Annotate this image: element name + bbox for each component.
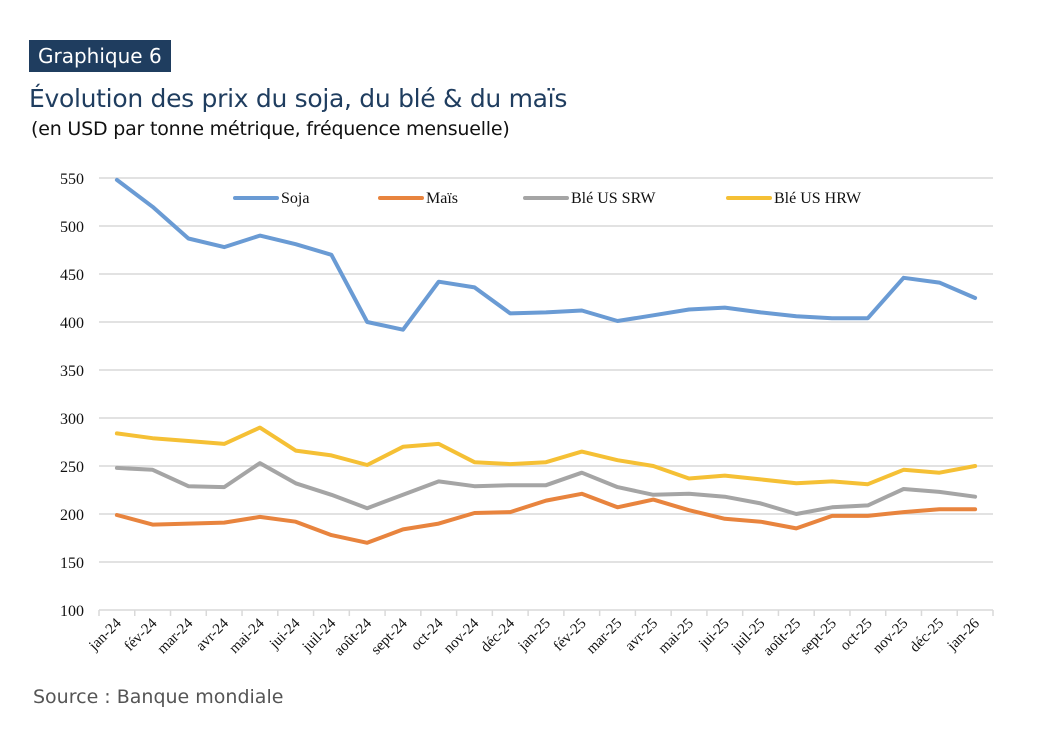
series-line-bl-us-srw [114, 461, 978, 516]
x-tick-label: avr-25 [622, 616, 661, 655]
y-tick-label: 150 [60, 555, 84, 572]
source-note: Source : Banque mondiale [33, 686, 284, 708]
legend-label: Maïs [426, 190, 458, 207]
x-tick-label: fév-24 [121, 615, 160, 654]
y-tick-label: 250 [60, 459, 84, 476]
y-axis-ticks: 100 150 200 250 300 350 400 450 500 550 [60, 171, 84, 620]
x-tick-label: fév-25 [551, 616, 590, 655]
chart-number-badge: Graphique 6 [29, 40, 171, 72]
series-line-ma-s [114, 491, 978, 545]
x-tick-label: nov-24 [441, 615, 483, 657]
x-tick-label: oct-24 [408, 615, 447, 654]
legend-label: Blé US HRW [774, 190, 862, 207]
x-tick-label: sept-24 [368, 615, 411, 658]
x-tick-label: déc-24 [478, 615, 519, 656]
y-tick-label: 300 [60, 411, 84, 428]
x-tick-label: avr-24 [193, 615, 232, 654]
y-tick-label: 500 [60, 219, 84, 236]
x-tick-label: jan-26 [944, 615, 983, 654]
chart-title: Évolution des prix du soja, du blé & du … [29, 84, 568, 113]
x-tick-label: jan-25 [515, 616, 554, 655]
x-tick-label: mai-25 [656, 616, 697, 657]
legend-label: Blé US SRW [571, 190, 656, 207]
x-tick-label: déc-25 [907, 616, 947, 656]
y-tick-label: 200 [60, 507, 84, 524]
x-tick-label: mai-24 [226, 615, 268, 657]
x-tick-label: mar-25 [584, 616, 626, 658]
y-tick-label: 100 [60, 603, 84, 620]
y-tick-label: 550 [60, 171, 84, 188]
x-tick-label: août-25 [760, 616, 804, 660]
series-line-soja [114, 177, 978, 332]
x-tick-label: jui-25 [695, 616, 732, 653]
x-tick-label: mar-24 [154, 615, 196, 657]
x-tick-label: jui-24 [266, 615, 304, 653]
chart-subtitle: (en USD par tonne métrique, fréquence me… [31, 118, 510, 140]
x-tick-label: jan-24 [86, 615, 125, 654]
x-tick-label: oct-25 [837, 616, 875, 654]
legend: Soja Maïs Blé US SRW Blé US HRW [233, 190, 862, 207]
y-tick-label: 350 [60, 363, 84, 380]
y-tick-label: 400 [60, 315, 84, 332]
y-tick-label: 450 [60, 267, 84, 284]
legend-label: Soja [281, 190, 309, 207]
series-lines [114, 177, 978, 545]
x-tick-label: sept-25 [797, 616, 840, 659]
x-tick-label: nov-25 [870, 616, 911, 657]
series-line-bl-us-hrw [114, 425, 978, 487]
x-tick-label: août-24 [331, 615, 375, 659]
